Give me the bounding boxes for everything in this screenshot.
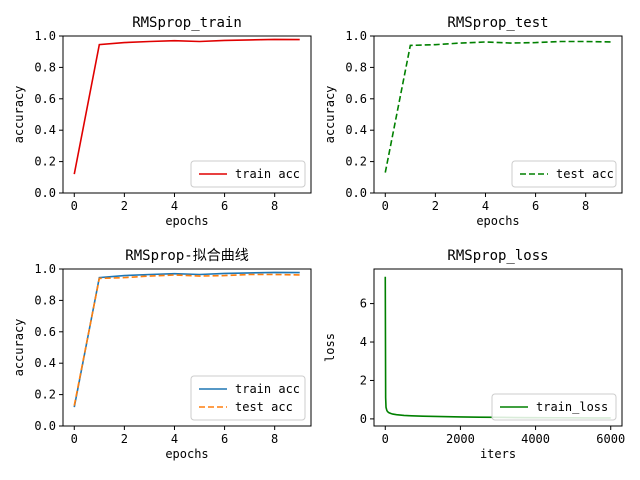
x-axis-label: epochs bbox=[165, 214, 208, 228]
x-tick-label: 4000 bbox=[521, 432, 550, 446]
legend-label: train acc bbox=[235, 167, 300, 181]
y-tick-label: 0.8 bbox=[345, 60, 367, 74]
x-tick-label: 0 bbox=[71, 432, 78, 446]
series-line-1 bbox=[73, 271, 300, 408]
x-tick-label: 2 bbox=[432, 199, 439, 213]
legend-label: train acc bbox=[235, 382, 300, 396]
x-tick-label: 6000 bbox=[596, 432, 625, 446]
subplot-title: RMSprop_test bbox=[447, 15, 548, 31]
subplot-2: RMSprop_test 0 2 4 6 8 0.0 0.2 0.4 0.6 0.8 1.0 epoch… bbox=[323, 15, 623, 228]
y-tick-label: 4 bbox=[360, 335, 367, 349]
legend-label: test acc bbox=[556, 167, 614, 181]
y-tick-label: 0.4 bbox=[345, 123, 367, 137]
legend-box bbox=[190, 160, 306, 188]
x-axis-label: epochs bbox=[476, 214, 519, 228]
legend: train acc bbox=[190, 160, 306, 188]
x-tick-label: 2000 bbox=[446, 432, 475, 446]
axes-frame bbox=[62, 268, 312, 427]
y-tick-label: 1.0 bbox=[34, 262, 56, 276]
y-axis-label: accuracy bbox=[12, 319, 26, 377]
axes-frame bbox=[373, 268, 623, 427]
axes-frame bbox=[62, 35, 312, 194]
y-tick-label: 0 bbox=[360, 412, 367, 426]
y-tick-label: 0.4 bbox=[34, 123, 56, 137]
y-tick-label: 1.0 bbox=[345, 29, 367, 43]
y-tick-label: 0.2 bbox=[34, 388, 56, 402]
y-tick-label: 6 bbox=[360, 297, 367, 311]
y-tick-label: 1.0 bbox=[34, 29, 56, 43]
y-axis-label: accuracy bbox=[323, 86, 337, 144]
x-tick-label: 8 bbox=[271, 199, 278, 213]
y-axis-label: accuracy bbox=[12, 86, 26, 144]
y-tick-label: 0.0 bbox=[34, 186, 56, 200]
legend-label: train_loss bbox=[536, 400, 608, 414]
x-tick-label: 6 bbox=[532, 199, 539, 213]
x-tick-label: 8 bbox=[582, 199, 589, 213]
legend-box bbox=[190, 375, 306, 421]
y-tick-label: 0.6 bbox=[34, 92, 56, 106]
subplot-3: RMSprop-拟合曲线 0 2 4 6 8 0.0 0.2 0.4 0.6 0.8 1.0 epoch… bbox=[12, 248, 312, 461]
subplot-4: RMSprop_loss 0 2000 4000 6000 0 2 4 6 iters loss tr… bbox=[323, 248, 625, 461]
x-tick-label: 8 bbox=[271, 432, 278, 446]
y-tick-label: 0.2 bbox=[34, 155, 56, 169]
y-axis-label: loss bbox=[323, 333, 337, 362]
legend-box bbox=[511, 160, 617, 188]
y-tick-label: 0.0 bbox=[345, 186, 367, 200]
x-tick-label: 4 bbox=[482, 199, 489, 213]
x-tick-label: 4 bbox=[171, 199, 178, 213]
x-tick-label: 0 bbox=[71, 199, 78, 213]
x-tick-label: 0 bbox=[382, 199, 389, 213]
x-axis-label: epochs bbox=[165, 447, 208, 461]
subplot-1: RMSprop_train 0 2 4 6 8 0.0 0.2 0.4 0.6 0.8 1.0 epoc… bbox=[12, 15, 312, 228]
x-tick-label: 2 bbox=[121, 199, 128, 213]
y-tick-label: 0.6 bbox=[345, 92, 367, 106]
x-axis-label: iters bbox=[480, 447, 516, 461]
legend: train_loss bbox=[491, 393, 617, 421]
series-line-2 bbox=[73, 273, 300, 406]
y-tick-label: 0.4 bbox=[34, 356, 56, 370]
x-tick-label: 6 bbox=[221, 199, 228, 213]
subplot-title: RMSprop_loss bbox=[447, 248, 548, 264]
legend-box bbox=[491, 393, 617, 421]
y-tick-label: 0.2 bbox=[345, 155, 367, 169]
x-tick-label: 0 bbox=[382, 432, 389, 446]
legend: test acc bbox=[511, 160, 617, 188]
series-line-1 bbox=[73, 38, 300, 175]
subplot-title: RMSprop_train bbox=[132, 15, 242, 31]
y-tick-label: 0.8 bbox=[34, 60, 56, 74]
axes-frame bbox=[373, 35, 623, 194]
x-tick-label: 6 bbox=[221, 432, 228, 446]
y-tick-label: 2 bbox=[360, 373, 367, 387]
legend-label: test acc bbox=[235, 400, 293, 414]
legend: train acc test acc bbox=[190, 375, 306, 421]
y-tick-label: 0.0 bbox=[34, 419, 56, 433]
subplot-title: RMSprop-拟合曲线 bbox=[125, 248, 248, 264]
y-tick-label: 0.8 bbox=[34, 293, 56, 307]
x-tick-label: 4 bbox=[171, 432, 178, 446]
x-tick-label: 2 bbox=[121, 432, 128, 446]
y-tick-label: 0.6 bbox=[34, 325, 56, 339]
series-line-1 bbox=[384, 40, 611, 173]
